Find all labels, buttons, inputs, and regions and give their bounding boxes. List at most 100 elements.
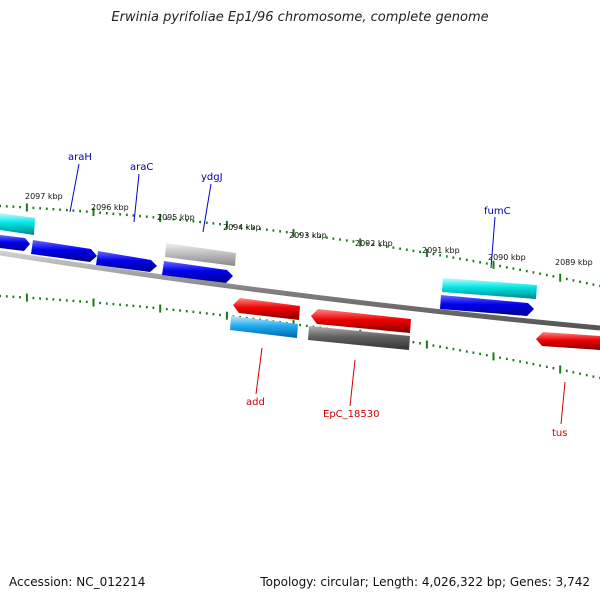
inner-tick-minor	[72, 299, 75, 303]
gene-label-epc18530[interactable]: EpC_18530	[323, 409, 379, 420]
gene-cyan-left[interactable]	[0, 213, 35, 235]
inner-tick-minor	[305, 324, 308, 328]
outer-tick-minor	[85, 210, 88, 213]
outer-tick-minor	[519, 268, 521, 271]
gene-fumc-arrow[interactable]	[440, 295, 534, 316]
gene-ydgj-arrow[interactable]	[162, 261, 233, 283]
gene-epc18530-arrow[interactable]	[311, 309, 411, 333]
outer-tick-minor	[205, 221, 208, 224]
outer-tick-minor	[119, 213, 121, 216]
inner-tick-major	[225, 311, 228, 320]
inner-tick-minor	[5, 295, 8, 298]
outer-tick-minor	[65, 208, 68, 212]
outer-tick-minor	[245, 226, 248, 229]
gene-tus-arrow[interactable]	[536, 332, 600, 350]
outer-tick-minor	[185, 219, 188, 222]
outer-tick-minor	[585, 282, 588, 285]
outer-tick-minor	[5, 205, 8, 208]
outer-tick-minor	[12, 205, 15, 208]
gene-ydgj-block[interactable]	[165, 243, 236, 266]
outer-tick-minor	[79, 209, 81, 213]
gene-add-arrow[interactable]	[233, 298, 300, 320]
inner-tick-minor	[165, 307, 168, 311]
scale-label-2095: 2095 kbp	[157, 213, 195, 222]
gene-label-add[interactable]: add	[246, 397, 265, 408]
scale-label-2091: 2091 kbp	[422, 246, 460, 255]
outer-tick-minor	[219, 223, 221, 226]
inner-tick-minor	[552, 367, 555, 370]
scale-label-2096: 2096 kbp	[91, 203, 129, 212]
outer-tick-major	[92, 208, 95, 217]
accession-text: Accession: NC_012214	[9, 575, 146, 589]
outer-tick-minor	[432, 252, 435, 256]
inner-tick-minor	[212, 313, 215, 316]
inner-tick-minor	[185, 310, 188, 313]
outer-tick-minor	[279, 230, 281, 233]
inner-tick-minor	[32, 296, 35, 300]
outer-tick-minor	[319, 235, 321, 238]
outer-tick-minor	[325, 236, 328, 239]
gene-add-block[interactable]	[230, 316, 298, 338]
gene-label-arac[interactable]: araC	[130, 162, 153, 173]
inner-tick-minor	[59, 298, 61, 302]
forward-leaders	[69, 163, 496, 269]
outer-tick-minor	[405, 248, 408, 251]
inner-tick-minor	[439, 345, 441, 348]
inner-tick-major	[92, 298, 95, 307]
inner-tick-minor	[39, 297, 41, 300]
gene-label-arah[interactable]: araH	[68, 152, 92, 163]
outer-tick-minor	[452, 256, 455, 259]
inner-tick-minor	[539, 364, 541, 367]
inner-tick-minor	[452, 347, 455, 351]
outer-tick-minor	[419, 250, 421, 254]
inner-tick-minor	[172, 308, 175, 311]
inner-tick-major	[492, 352, 495, 361]
inner-tick-minor	[299, 323, 301, 327]
gene-label-fumc[interactable]: fumC	[484, 206, 511, 217]
outer-tick-minor	[372, 243, 375, 246]
inner-tick-minor	[139, 305, 141, 308]
outer-tick-minor	[445, 255, 448, 258]
inner-tick-minor	[512, 359, 515, 362]
outer-tick-minor	[332, 237, 335, 240]
inner-tick-minor	[565, 369, 568, 373]
outer-tick-minor	[479, 261, 481, 264]
outer-tick-minor	[285, 231, 288, 234]
outer-tick-minor	[239, 225, 241, 228]
inner-tick-minor	[432, 344, 435, 347]
outer-tick-minor	[525, 269, 528, 273]
gene-label-ydgj[interactable]: ydgJ	[201, 172, 223, 183]
outer-tick-minor	[365, 242, 368, 245]
scale-label-2092: 2092 kbp	[355, 239, 393, 248]
outer-tick-minor	[305, 233, 308, 237]
inner-tick-minor	[485, 354, 488, 357]
outer-tick-minor	[232, 224, 235, 227]
inner-tick-minor	[465, 350, 468, 353]
scale-label-2089: 2089 kbp	[555, 258, 593, 267]
inner-tick-minor	[545, 365, 548, 368]
outer-tick-major	[359, 238, 362, 247]
outer-tick-major	[292, 229, 295, 238]
gene-arac-arrow[interactable]	[96, 251, 157, 272]
outer-tick-minor	[299, 232, 301, 236]
gene-fumc-block[interactable]	[442, 278, 537, 299]
outer-tick-minor	[465, 258, 468, 262]
outer-tick-minor	[592, 283, 595, 286]
outer-tick-minor	[99, 211, 101, 214]
inner-tick-minor	[65, 299, 68, 302]
gene-label-tus[interactable]: tus	[552, 428, 567, 439]
outer-tick-minor	[39, 207, 41, 210]
gene-blue-left-edge[interactable]	[0, 235, 30, 251]
outer-tick-minor	[165, 217, 168, 220]
outer-tick-minor	[472, 259, 475, 263]
outer-tick-minor	[152, 216, 155, 219]
outer-tick-minor	[32, 206, 35, 210]
inner-tick-minor	[532, 362, 535, 366]
gene-arah-arrow[interactable]	[31, 240, 97, 262]
forward-genes	[0, 213, 537, 316]
inner-tick-minor	[12, 295, 15, 298]
gene-epc18530-block[interactable]	[308, 326, 410, 350]
inner-tick-minor	[79, 300, 81, 303]
outer-tick-minor	[145, 215, 148, 218]
